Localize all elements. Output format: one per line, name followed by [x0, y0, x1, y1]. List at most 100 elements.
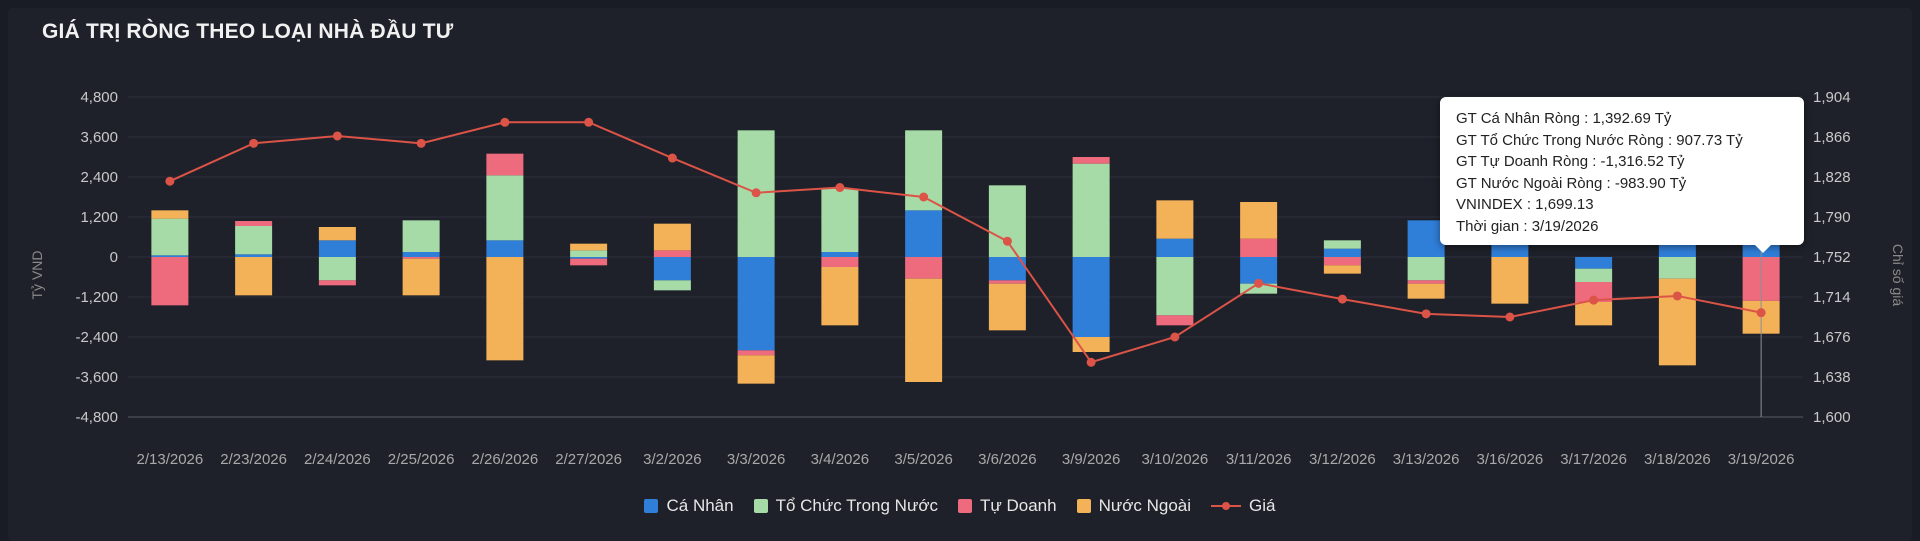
bar-tu_doanh[interactable]: [235, 221, 273, 226]
bar-tu_doanh[interactable]: [988, 280, 1026, 284]
bar-ca_nhan[interactable]: [737, 257, 775, 351]
bar-nuoc_ngoai[interactable]: [1491, 257, 1529, 304]
bar-ca_nhan[interactable]: [235, 254, 273, 257]
bar-nuoc_ngoai[interactable]: [1575, 302, 1613, 326]
bar-to_chuc[interactable]: [486, 175, 524, 241]
bar-to_chuc[interactable]: [821, 188, 859, 252]
bar-to_chuc[interactable]: [235, 226, 273, 255]
bar-ca_nhan[interactable]: [151, 255, 189, 257]
bar-tu_doanh[interactable]: [151, 257, 189, 306]
bar-to_chuc[interactable]: [1407, 257, 1445, 281]
price-point[interactable]: [1421, 309, 1431, 319]
bar-to_chuc[interactable]: [1658, 257, 1696, 279]
bar-to_chuc[interactable]: [318, 257, 356, 281]
price-point[interactable]: [1337, 294, 1347, 304]
x-tick-label: 3/6/2026: [978, 451, 1036, 468]
legend-label: Tự Doanh: [980, 496, 1057, 515]
bar-ca_nhan[interactable]: [318, 240, 356, 257]
legend-item-to-chuc[interactable]: Tổ Chức Trong Nước: [753, 496, 938, 516]
bar-nuoc_ngoai[interactable]: [653, 223, 691, 251]
price-point[interactable]: [500, 117, 510, 127]
bar-nuoc_ngoai[interactable]: [737, 355, 775, 384]
bar-nuoc_ngoai[interactable]: [570, 243, 608, 251]
bar-ca_nhan[interactable]: [1575, 257, 1613, 269]
bar-tu_doanh[interactable]: [1156, 315, 1194, 326]
price-point[interactable]: [1505, 312, 1515, 322]
bar-ca_nhan[interactable]: [653, 257, 691, 281]
bar-nuoc_ngoai[interactable]: [1323, 265, 1361, 274]
price-point[interactable]: [919, 192, 929, 202]
y-axis-right: 1,904 1,866 1,828 1,790 1,752 1,714 1,676 1,638…: [1813, 89, 1851, 426]
bar-tu_doanh[interactable]: [318, 280, 356, 286]
bar-ca_nhan[interactable]: [486, 240, 524, 257]
bar-tu_doanh[interactable]: [821, 257, 859, 267]
price-point[interactable]: [416, 138, 426, 148]
bar-nuoc_ngoai[interactable]: [905, 278, 943, 382]
price-point[interactable]: [667, 153, 677, 163]
bar-ca_nhan[interactable]: [402, 252, 440, 257]
price-point[interactable]: [1756, 308, 1766, 318]
bar-tu_doanh[interactable]: [1240, 238, 1278, 257]
bar-tu_doanh[interactable]: [653, 250, 691, 257]
bar-nuoc_ngoai[interactable]: [1240, 202, 1278, 239]
bar-to_chuc[interactable]: [402, 220, 440, 252]
bar-to_chuc[interactable]: [988, 185, 1026, 257]
bar-tu_doanh[interactable]: [1407, 280, 1445, 284]
bar-nuoc_ngoai[interactable]: [1156, 200, 1194, 239]
legend-item-ca-nhan[interactable]: Cá Nhân: [644, 496, 734, 516]
bar-ca_nhan[interactable]: [1323, 248, 1361, 257]
price-point[interactable]: [1589, 295, 1599, 305]
price-point[interactable]: [1086, 357, 1096, 367]
bar-to_chuc[interactable]: [151, 218, 189, 256]
legend-item-tu-doanh[interactable]: Tự Doanh: [958, 496, 1057, 516]
bar-tu_doanh[interactable]: [570, 258, 608, 266]
bar-tu_doanh[interactable]: [1323, 257, 1361, 266]
price-point[interactable]: [1002, 236, 1012, 246]
bar-nuoc_ngoai[interactable]: [988, 283, 1026, 331]
y2-tick-label: 1,676: [1813, 329, 1851, 346]
bar-to_chuc[interactable]: [570, 250, 608, 257]
bar-to_chuc[interactable]: [653, 280, 691, 291]
legend-item-gia[interactable]: Giá: [1211, 496, 1276, 516]
bar-nuoc_ngoai[interactable]: [486, 257, 524, 361]
price-point[interactable]: [1170, 332, 1180, 342]
bar-to_chuc[interactable]: [1323, 240, 1361, 249]
price-point[interactable]: [249, 138, 259, 148]
bar-nuoc_ngoai[interactable]: [318, 227, 356, 241]
price-point[interactable]: [584, 117, 594, 127]
bar-nuoc_ngoai[interactable]: [1407, 283, 1445, 299]
bar-tu_doanh[interactable]: [402, 257, 440, 259]
bar-nuoc_ngoai[interactable]: [235, 257, 273, 296]
bar-to_chuc[interactable]: [1240, 283, 1278, 294]
bar-ca_nhan[interactable]: [821, 252, 859, 257]
bar-tu_doanh[interactable]: [1072, 157, 1110, 164]
bar-ca_nhan[interactable]: [1072, 257, 1110, 337]
price-point[interactable]: [835, 183, 845, 193]
bar-nuoc_ngoai[interactable]: [821, 267, 859, 326]
bar-ca_nhan[interactable]: [988, 257, 1026, 281]
bar-to_chuc[interactable]: [1072, 163, 1110, 257]
y-axis-left-label: Tỷ VND: [29, 251, 45, 300]
bar-ca_nhan[interactable]: [1407, 220, 1445, 257]
x-tick-label: 3/13/2026: [1393, 451, 1460, 468]
bar-tu_doanh[interactable]: [737, 350, 775, 356]
bar-nuoc_ngoai[interactable]: [402, 258, 440, 296]
bar-nuoc_ngoai[interactable]: [151, 210, 189, 219]
bar-tu_doanh[interactable]: [486, 153, 524, 176]
bar-to_chuc[interactable]: [1575, 268, 1613, 282]
x-tick-label: 2/23/2026: [220, 451, 287, 468]
price-point[interactable]: [751, 188, 761, 198]
legend-item-nuoc-ngoai[interactable]: Nước Ngoài: [1076, 496, 1191, 516]
y-tick-label: 2,400: [80, 169, 118, 186]
price-point[interactable]: [1672, 291, 1682, 301]
price-point[interactable]: [165, 176, 175, 186]
price-point[interactable]: [332, 131, 342, 141]
bar-ca_nhan[interactable]: [570, 257, 608, 259]
bar-ca_nhan[interactable]: [1156, 238, 1194, 257]
chart-legend: Cá Nhân Tổ Chức Trong Nước Tự Doanh Nước…: [0, 496, 1920, 516]
bar-ca_nhan[interactable]: [905, 210, 943, 257]
bar-tu_doanh[interactable]: [905, 257, 943, 279]
bar-tu_doanh[interactable]: [1575, 282, 1613, 302]
bar-to_chuc[interactable]: [1156, 257, 1194, 316]
price-point[interactable]: [1254, 278, 1264, 288]
